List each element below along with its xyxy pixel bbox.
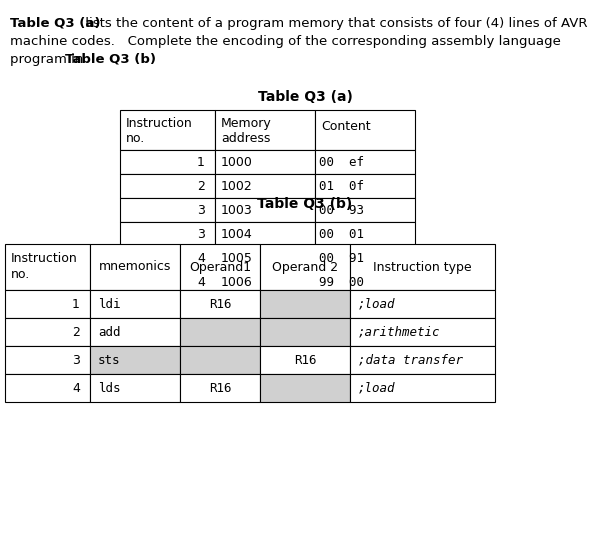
Text: machine codes.   Complete the encoding of the corresponding assembly language: machine codes. Complete the encoding of … [10,35,561,48]
Text: Operand1: Operand1 [189,261,251,274]
Text: mnemonics: mnemonics [99,261,171,274]
FancyBboxPatch shape [180,290,260,318]
Text: 1003: 1003 [221,203,253,216]
FancyBboxPatch shape [215,270,315,294]
FancyBboxPatch shape [315,150,415,174]
Text: 01  0f: 01 0f [319,179,364,192]
Text: address: address [221,132,270,145]
FancyBboxPatch shape [120,270,215,294]
FancyBboxPatch shape [315,110,415,150]
Text: 3: 3 [197,228,205,241]
Text: 1: 1 [72,298,80,311]
Text: 1002: 1002 [221,179,253,192]
FancyBboxPatch shape [215,150,315,174]
FancyBboxPatch shape [315,270,415,294]
FancyBboxPatch shape [120,110,215,150]
FancyBboxPatch shape [315,198,415,222]
Text: Instruction: Instruction [11,252,77,265]
Text: Table Q3 (a): Table Q3 (a) [10,17,101,30]
FancyBboxPatch shape [260,346,350,374]
Text: Memory: Memory [221,117,271,130]
Text: ;data transfer: ;data transfer [358,353,463,366]
Text: ldi: ldi [98,298,121,311]
FancyBboxPatch shape [215,110,315,150]
Text: Table Q3 (b): Table Q3 (b) [257,197,353,211]
FancyBboxPatch shape [260,318,350,346]
FancyBboxPatch shape [90,244,180,290]
FancyBboxPatch shape [350,374,495,402]
Text: lists the content of a program memory that consists of four (4) lines of AVR: lists the content of a program memory th… [81,17,587,30]
FancyBboxPatch shape [350,244,495,290]
FancyBboxPatch shape [215,174,315,198]
Text: add: add [98,326,121,339]
FancyBboxPatch shape [350,318,495,346]
Text: sts: sts [98,353,121,366]
Text: Instruction: Instruction [126,117,193,130]
Text: 00  93: 00 93 [319,203,364,216]
FancyBboxPatch shape [315,174,415,198]
Text: 00  01: 00 01 [319,228,364,241]
FancyBboxPatch shape [90,290,180,318]
Text: Table Q3 (a): Table Q3 (a) [257,90,353,104]
Text: 3: 3 [197,203,205,216]
Text: R16: R16 [209,382,231,395]
FancyBboxPatch shape [90,318,180,346]
FancyBboxPatch shape [120,150,215,174]
FancyBboxPatch shape [120,246,215,270]
Text: R16: R16 [294,353,316,366]
Text: program in: program in [10,53,88,66]
FancyBboxPatch shape [315,222,415,246]
FancyBboxPatch shape [5,290,90,318]
FancyBboxPatch shape [315,246,415,270]
FancyBboxPatch shape [180,244,260,290]
FancyBboxPatch shape [180,346,260,374]
Text: Operand 2: Operand 2 [272,261,338,274]
FancyBboxPatch shape [120,174,215,198]
Text: 00  ef: 00 ef [319,156,364,169]
FancyBboxPatch shape [260,290,350,318]
FancyBboxPatch shape [215,222,315,246]
FancyBboxPatch shape [5,346,90,374]
Text: ;arithmetic: ;arithmetic [358,326,440,339]
Text: 3: 3 [72,353,80,366]
Text: 1005: 1005 [221,251,253,264]
FancyBboxPatch shape [215,198,315,222]
Text: 4: 4 [197,275,205,288]
FancyBboxPatch shape [90,374,180,402]
Text: 1004: 1004 [221,228,253,241]
Text: 2: 2 [72,326,80,339]
FancyBboxPatch shape [350,290,495,318]
Text: ;load: ;load [358,298,395,311]
Text: 99  00: 99 00 [319,275,364,288]
FancyBboxPatch shape [260,374,350,402]
FancyBboxPatch shape [90,346,180,374]
FancyBboxPatch shape [120,198,215,222]
FancyBboxPatch shape [350,346,495,374]
FancyBboxPatch shape [5,318,90,346]
Text: ;load: ;load [358,382,395,395]
Text: R16: R16 [209,298,231,311]
Text: Instruction type: Instruction type [373,261,472,274]
Text: lds: lds [98,382,121,395]
Text: 1000: 1000 [221,156,253,169]
FancyBboxPatch shape [180,318,260,346]
Text: 2: 2 [197,179,205,192]
Text: 00  91: 00 91 [319,251,364,264]
Text: 1: 1 [197,156,205,169]
FancyBboxPatch shape [5,374,90,402]
FancyBboxPatch shape [120,222,215,246]
Text: Table Q3 (b): Table Q3 (b) [65,53,156,66]
Text: 1006: 1006 [221,275,253,288]
Text: 4: 4 [197,251,205,264]
FancyBboxPatch shape [180,374,260,402]
Text: no.: no. [11,268,30,281]
Text: no.: no. [126,132,145,145]
Text: 4: 4 [72,382,80,395]
FancyBboxPatch shape [215,246,315,270]
FancyBboxPatch shape [260,244,350,290]
Text: Content: Content [321,120,371,133]
FancyBboxPatch shape [5,244,90,290]
